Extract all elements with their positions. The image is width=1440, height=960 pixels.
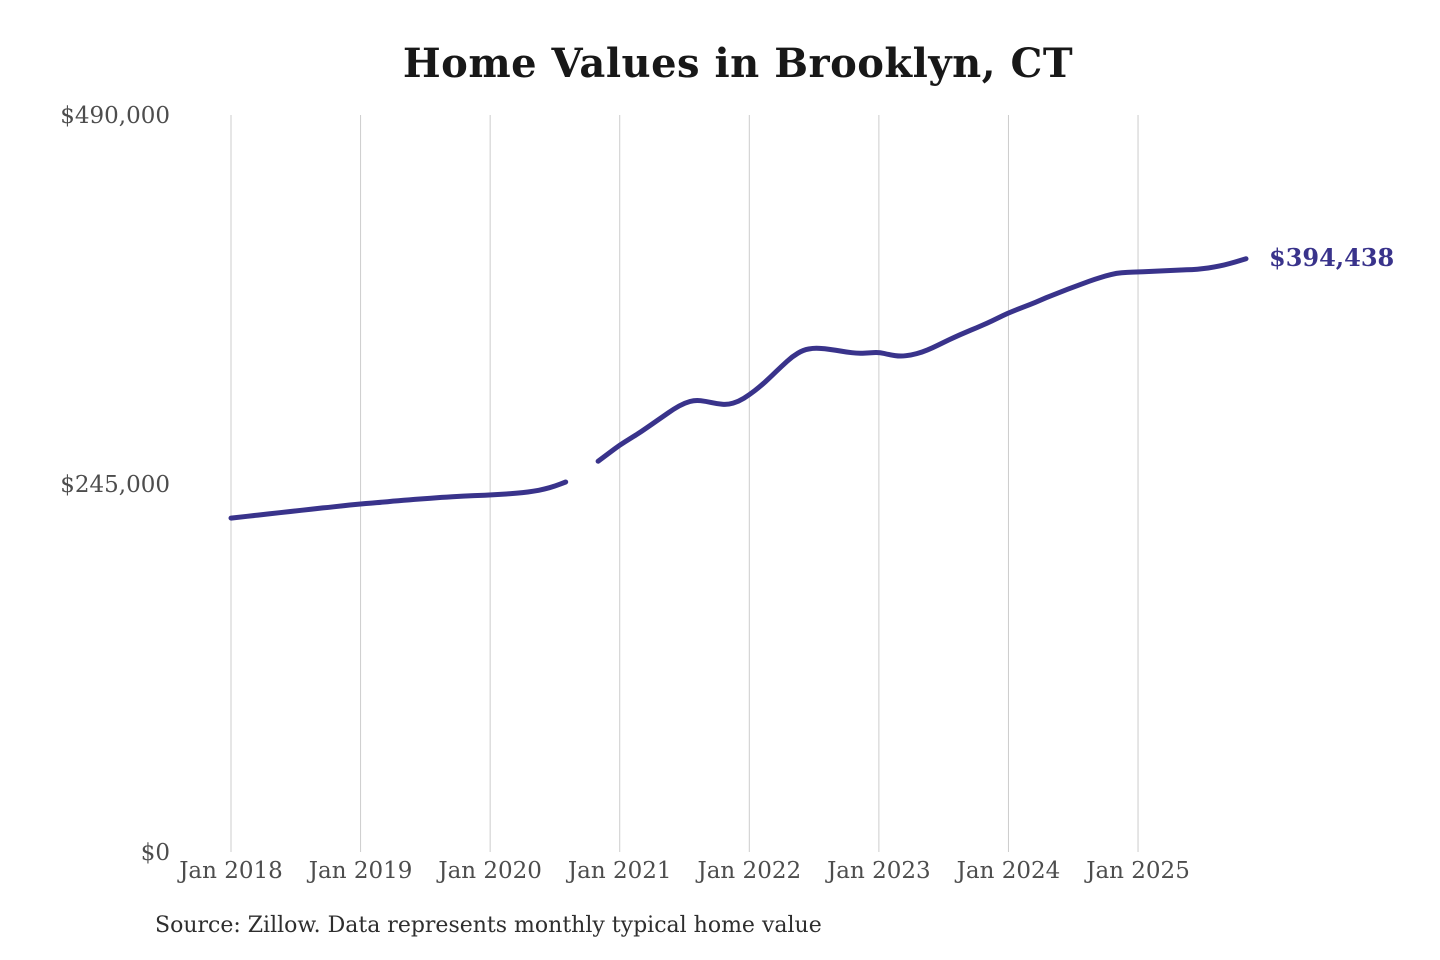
- y-tick-label: $245,000: [60, 471, 170, 498]
- x-tick-label: Jan 2018: [179, 858, 283, 884]
- x-tick-label: Jan 2024: [956, 858, 1061, 884]
- x-tick-label: Jan 2019: [308, 858, 413, 884]
- chart-title: Home Values in Brooklyn, CT: [402, 40, 1074, 87]
- y-tick-label: $0: [140, 840, 170, 866]
- home-value-line: [595, 256, 1249, 464]
- gridlines: [230, 115, 1139, 852]
- source-note: Source: Zillow. Data represents monthly …: [155, 913, 822, 938]
- x-tick-label: Jan 2021: [567, 858, 672, 884]
- latest-value-label: $394,438: [1269, 242, 1395, 272]
- x-tick-label: Jan 2023: [827, 858, 931, 884]
- x-tick-label: Jan 2020: [438, 858, 542, 884]
- y-tick-label: $490,000: [60, 103, 170, 129]
- home-value-line: [228, 479, 569, 521]
- x-tick-label: Jan 2025: [1086, 858, 1190, 884]
- home-value-line-series: [228, 256, 1249, 521]
- x-tick-label: Jan 2022: [697, 858, 802, 884]
